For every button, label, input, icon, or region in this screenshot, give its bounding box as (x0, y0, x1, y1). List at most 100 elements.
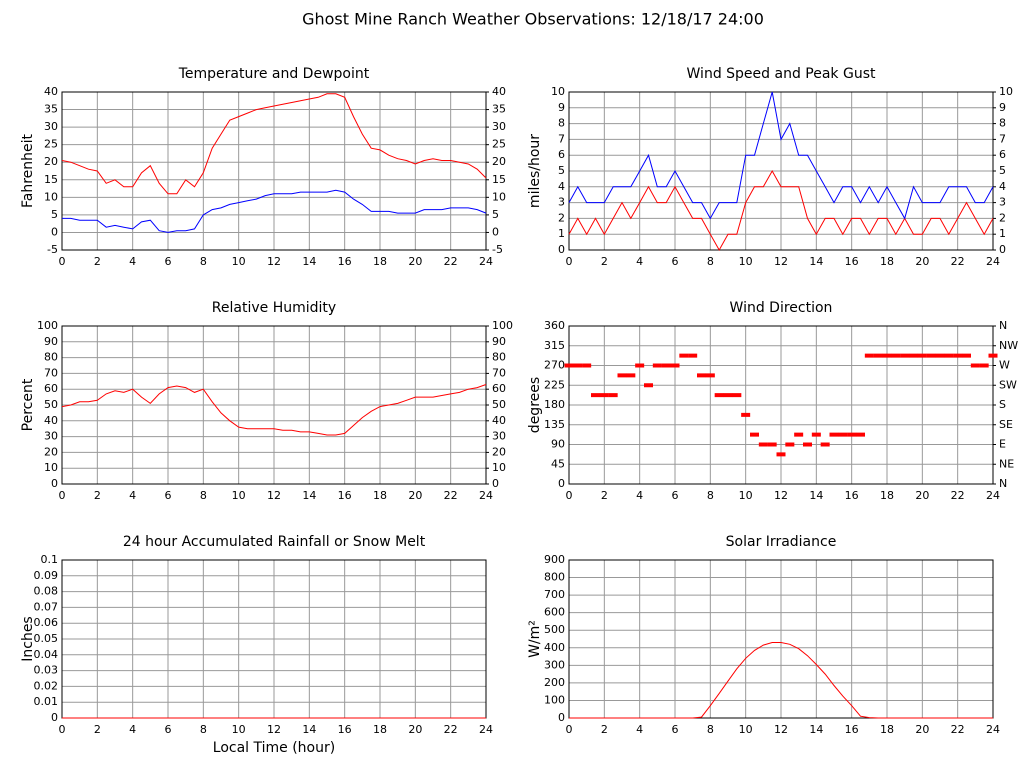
y-tick-label: 3 (558, 196, 565, 209)
y-tick-label: 0 (558, 477, 565, 490)
data-point (820, 442, 830, 447)
data-point (838, 432, 848, 437)
chart-title: Relative Humidity (212, 300, 336, 316)
data-point (688, 353, 698, 358)
x-tick-label: 12 (774, 255, 788, 268)
x-tick-label: 24 (986, 489, 1000, 502)
x-tick-label: 6 (672, 723, 679, 736)
x-tick-label: 0 (566, 255, 573, 268)
y-tick-label: 900 (544, 553, 565, 566)
y2-tick-label: 35 (492, 103, 506, 116)
x-tick-label: 2 (94, 489, 101, 502)
plot-frame (568, 559, 994, 719)
x-tick-label: 8 (200, 255, 207, 268)
y2-tick-label: -5 (492, 243, 503, 256)
y-tick-label: 40 (44, 414, 58, 427)
y2-tick-label: 4 (999, 180, 1006, 193)
y2-tick-label: 90 (492, 335, 506, 348)
y-tick-label: 315 (544, 339, 565, 352)
y-tick-label: 300 (544, 658, 565, 671)
y-tick-label: 0.06 (34, 616, 59, 629)
x-tick-label: 8 (707, 723, 714, 736)
x-tick-label: 18 (880, 255, 894, 268)
data-point (970, 363, 980, 368)
x-tick-label: 18 (373, 723, 387, 736)
y2-tick-label: 6 (999, 148, 1006, 161)
y-tick-label: 0 (51, 711, 58, 724)
x-tick-label: 0 (566, 489, 573, 502)
x-tick-label: 0 (59, 255, 66, 268)
x-tick-label: 14 (809, 255, 823, 268)
data-line (61, 93, 487, 195)
data-point (635, 363, 645, 368)
plot-frame (568, 91, 994, 251)
data-point (917, 353, 927, 358)
plot-frame (568, 325, 994, 485)
y2-tick-label: 5 (492, 208, 499, 221)
data-point (758, 442, 768, 447)
x-tick-label: 16 (338, 723, 352, 736)
y-tick-label: 45 (551, 457, 565, 470)
y-tick-label: 80 (44, 351, 58, 364)
x-tick-label: 16 (338, 489, 352, 502)
x-tick-label: 14 (809, 723, 823, 736)
y-axis-label: Inches (20, 616, 36, 661)
y2-tick-label: 15 (492, 173, 506, 186)
x-tick-label: 22 (951, 489, 965, 502)
y2-tick-label: 1 (999, 227, 1006, 240)
y-tick-label: 6 (558, 148, 565, 161)
y-tick-label: 0 (51, 225, 58, 238)
x-tick-label: 24 (986, 723, 1000, 736)
y2-tick-label: 9 (999, 101, 1006, 114)
y-axis-label: W/m² (527, 620, 543, 658)
y-tick-label: 135 (544, 418, 565, 431)
plot-frame (61, 325, 487, 485)
data-point (644, 383, 653, 388)
data-point (803, 442, 812, 447)
data-point (829, 432, 839, 437)
x-tick-label: 10 (232, 489, 246, 502)
data-point (811, 432, 821, 437)
x-tick-label: 4 (636, 255, 643, 268)
data-point (900, 353, 910, 358)
x-tick-label: 10 (739, 723, 753, 736)
data-point (705, 373, 715, 378)
x-tick-label: 8 (707, 255, 714, 268)
chart-title: Wind Direction (730, 300, 833, 316)
y-axis-label: Percent (20, 378, 36, 431)
y-tick-label: 30 (44, 120, 58, 133)
data-point (882, 353, 892, 358)
y2-tick-label: SE (999, 418, 1013, 431)
x-tick-label: 20 (915, 255, 929, 268)
x-tick-label: 2 (601, 489, 608, 502)
data-point (794, 432, 804, 437)
data-point (679, 353, 689, 358)
y2-tick-label: NE (999, 457, 1014, 470)
x-tick-label: 2 (94, 723, 101, 736)
y2-tick-label: SW (999, 378, 1017, 391)
y2-tick-label: 10 (492, 461, 506, 474)
x-tick-label: 10 (739, 489, 753, 502)
data-point (723, 393, 733, 398)
x-tick-label: 22 (444, 255, 458, 268)
y2-tick-label: 8 (999, 117, 1006, 130)
y2-tick-label: N (999, 477, 1007, 490)
x-tick-label: 18 (373, 489, 387, 502)
y-tick-label: 800 (544, 571, 565, 584)
x-tick-label: 14 (302, 489, 316, 502)
x-tick-label: 24 (479, 723, 493, 736)
y-tick-label: 60 (44, 382, 58, 395)
y-tick-label: 200 (544, 676, 565, 689)
x-tick-label: 4 (636, 723, 643, 736)
chart-title: Temperature and Dewpoint (178, 66, 370, 82)
y2-tick-label: 70 (492, 366, 506, 379)
x-tick-label: 22 (951, 255, 965, 268)
y-tick-label: 90 (44, 335, 58, 348)
y-tick-label: 10 (551, 85, 565, 98)
x-tick-label: 16 (338, 255, 352, 268)
x-tick-label: 16 (845, 489, 859, 502)
y2-tick-label: 50 (492, 398, 506, 411)
y2-tick-label: E (999, 438, 1006, 451)
y2-tick-label: 30 (492, 430, 506, 443)
data-point (661, 363, 671, 368)
